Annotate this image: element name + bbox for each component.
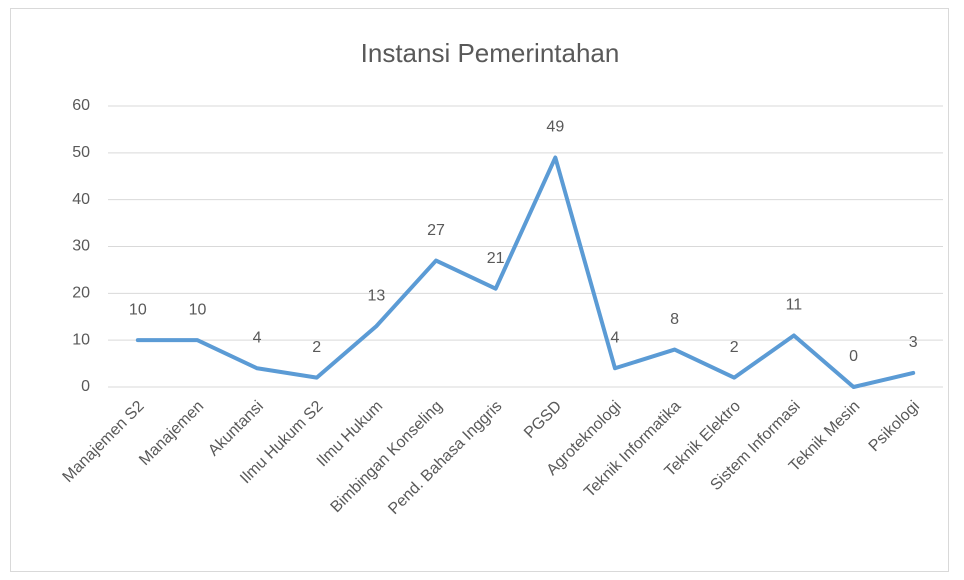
data-label: 49 [546,119,564,136]
data-label: 4 [611,329,620,346]
y-tick-label: 50 [72,144,90,161]
data-label: 0 [849,348,858,365]
data-label: 4 [253,329,262,346]
data-label: 11 [786,297,803,314]
data-label: 10 [189,301,207,318]
y-tick-label: 0 [81,378,90,395]
chart-title: Instansi Pemerintahan [361,38,620,68]
data-label: 10 [129,301,147,318]
chart-border [10,8,949,572]
data-label: 3 [909,334,918,351]
data-label: 8 [670,311,679,328]
data-label: 13 [367,287,385,304]
y-tick-label: 20 [72,285,90,302]
data-label: 27 [427,222,445,239]
data-label: 2 [312,339,321,356]
y-tick-label: 30 [72,238,90,255]
y-tick-label: 40 [72,191,90,208]
data-label: 21 [487,250,505,267]
data-label: 2 [730,339,739,356]
y-tick-label: 60 [72,97,90,114]
y-tick-label: 10 [72,331,90,348]
line [135,155,916,389]
